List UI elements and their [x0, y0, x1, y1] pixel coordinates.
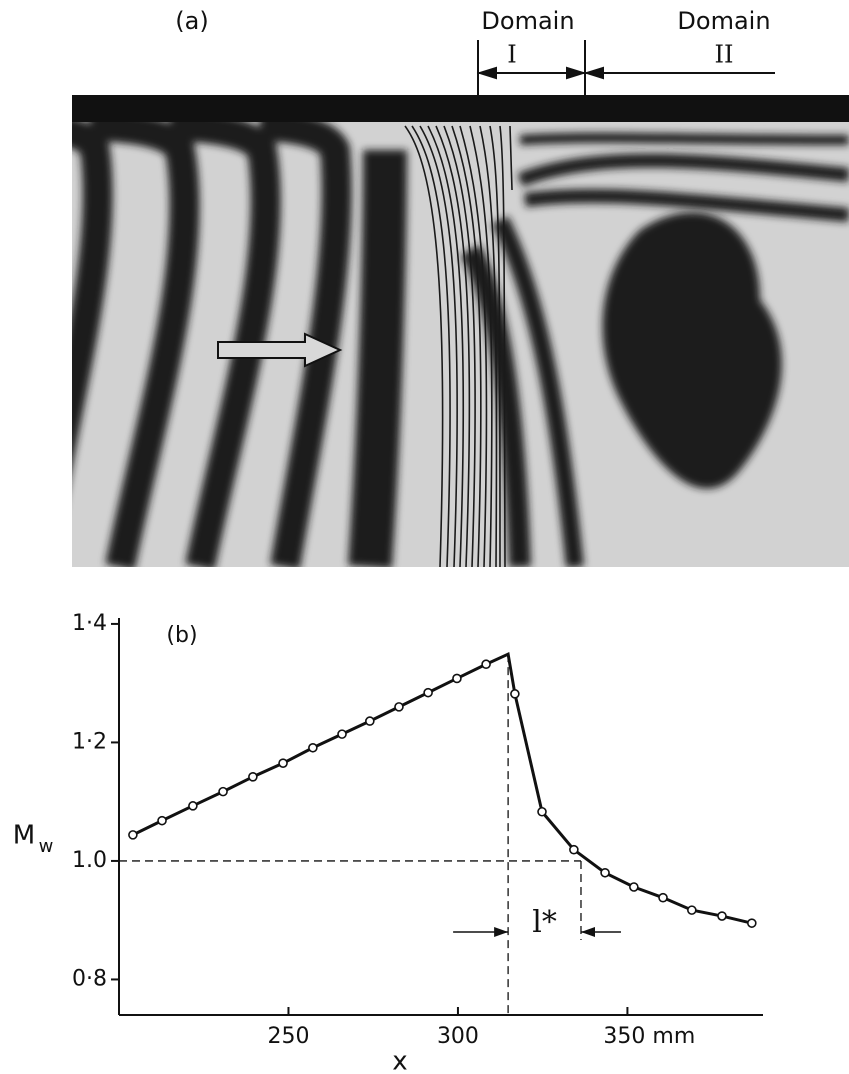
domain-number: I — [507, 41, 516, 69]
data-point — [188, 801, 198, 811]
domain-number: II — [715, 41, 734, 69]
panel-label: (a) — [175, 7, 208, 35]
data-point — [629, 882, 639, 892]
data-point — [687, 905, 697, 915]
data-point — [569, 844, 579, 855]
x-axis-label: x — [392, 1047, 407, 1074]
arrow-head — [580, 927, 595, 937]
x-tick-label: 300 — [437, 1024, 479, 1049]
data-point — [423, 687, 433, 698]
data-point — [481, 659, 491, 670]
y-tick-label: 0·8 — [72, 966, 107, 991]
x-tick-label: 350 mm — [603, 1024, 695, 1049]
data-point — [394, 702, 404, 712]
fringe-photo — [72, 95, 849, 567]
plot: 0·8 1.0 1·2 1·4 250 300 350 mm l* — [72, 611, 763, 1049]
annotation: l* — [532, 905, 557, 940]
data-point — [537, 806, 547, 817]
domain-label: Domain — [677, 7, 770, 35]
data-point — [128, 830, 138, 840]
data-point — [248, 771, 258, 782]
data-point — [365, 716, 375, 726]
data-point — [747, 918, 757, 928]
domain-label: Domain — [481, 7, 574, 35]
arrow-head — [494, 927, 509, 937]
data-point — [717, 911, 727, 921]
x-tick-label: 250 — [267, 1024, 309, 1049]
y-tick-label: 1.0 — [72, 848, 107, 873]
y-tick-label: 1·2 — [72, 729, 107, 754]
data-point — [157, 815, 167, 826]
domain-markers — [476, 40, 775, 96]
data-point — [600, 867, 610, 878]
data-point — [218, 786, 228, 797]
y-axis-label: M — [13, 821, 35, 851]
data-point — [308, 742, 318, 753]
panel-label: (b) — [166, 623, 197, 648]
data-point — [452, 673, 462, 684]
y-tick-label: 1·4 — [72, 611, 107, 636]
y-axis-label-subscript: w — [39, 836, 54, 857]
data-point — [658, 892, 668, 903]
data-point — [510, 689, 520, 699]
data-point — [278, 758, 288, 768]
data-point — [337, 729, 347, 739]
